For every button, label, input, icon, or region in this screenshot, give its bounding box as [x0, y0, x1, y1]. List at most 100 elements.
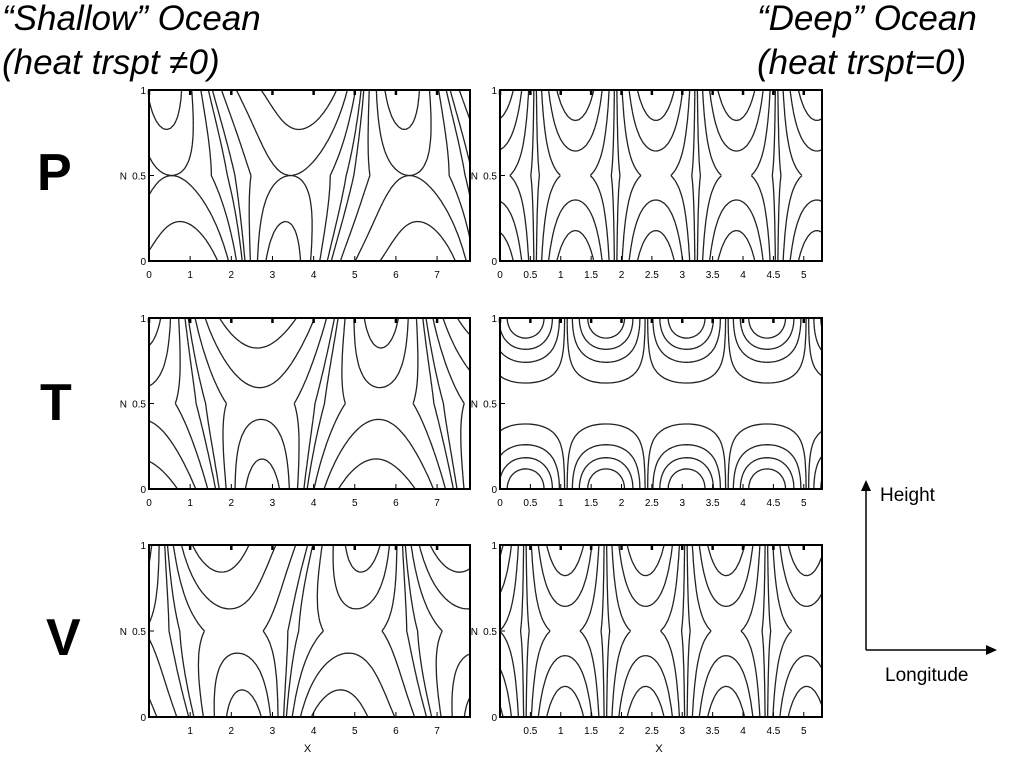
positive-contour: [509, 89, 803, 262]
negative-contour: [235, 89, 348, 262]
x-tick-label: 3: [679, 270, 685, 281]
longitude-label: Longitude: [885, 665, 968, 686]
x-tick-label: 2: [619, 498, 625, 509]
x-axis-label: X: [655, 743, 663, 755]
x-tick-label: 3.5: [706, 498, 720, 509]
x-tick-label: 3: [270, 498, 276, 509]
positive-contour: [148, 89, 467, 262]
y-tick-label: 0.5: [483, 627, 497, 638]
panel-deep-2: 0 0.5 1 N 0.5 1 1.5 2 2.5 3 3.5 4 4.5 5 X: [471, 541, 823, 755]
negative-contour: [187, 317, 458, 490]
shallow-ocean-title: “Shallow” Ocean (heat trspt ≠0): [2, 0, 261, 85]
x-tick-label: 4: [740, 270, 746, 281]
positive-contour: [174, 317, 447, 490]
x-tick-label: 5: [801, 726, 807, 737]
negative-contour: [537, 544, 754, 718]
y-axis-label: N: [120, 400, 127, 411]
row-label-t: T: [40, 374, 72, 432]
shallow-ocean-title-line2: (heat trspt ≠0): [2, 43, 220, 82]
y-axis-label: N: [120, 627, 127, 638]
x-tick-label: 4: [311, 270, 317, 281]
y-tick-label: 0.5: [132, 400, 146, 411]
x-tick-label: 4: [311, 498, 317, 509]
x-tick-label: 1.5: [584, 726, 598, 737]
negative-contour: [172, 544, 443, 718]
x-tick-label: 4: [740, 498, 746, 509]
x-tick-label: 0: [146, 498, 152, 509]
y-tick-label: 1: [140, 314, 146, 325]
positive-contour: [499, 544, 823, 718]
y-axis-label: N: [471, 400, 478, 411]
y-tick-label: 0.5: [132, 627, 146, 638]
positive-contour: [148, 317, 416, 490]
panel-shallow-2: 0 0.5 1 N 1 2 3 4 5 6 7 X: [120, 541, 471, 755]
deep-ocean-title-line2: (heat trspt=0): [757, 43, 967, 82]
positive-contour: [184, 317, 454, 490]
negative-contour: [211, 89, 471, 262]
positive-contour: [148, 89, 456, 262]
x-tick-label: 1: [558, 498, 564, 509]
x-tick-label: 0.5: [523, 270, 537, 281]
y-axis-label: N: [471, 627, 478, 638]
x-tick-label: 5: [352, 270, 358, 281]
y-tick-label: 0: [140, 257, 146, 268]
x-tick-label: 3: [270, 270, 276, 281]
x-tick-label: 5: [352, 498, 358, 509]
x-tick-label: 1.5: [584, 270, 598, 281]
positive-contour: [499, 317, 823, 490]
positive-contour: [148, 544, 416, 718]
shallow-ocean-title-line1: “Shallow” Ocean: [2, 0, 261, 38]
panel-frame: [499, 317, 823, 490]
positive-contour: [499, 89, 823, 262]
x-tick-label: 7: [434, 726, 440, 737]
x-tick-label: 7: [434, 498, 440, 509]
positive-contour: [200, 89, 471, 262]
y-tick-label: 1: [491, 541, 497, 552]
negative-contour: [540, 89, 771, 262]
x-tick-label: 0.5: [523, 498, 537, 509]
x-tick-label: 3: [270, 726, 276, 737]
negative-contour: [556, 89, 756, 262]
x-tick-label: 2: [619, 726, 625, 737]
positive-contour: [499, 317, 823, 490]
y-tick-label: 1: [140, 86, 146, 97]
row-label-v: V: [46, 609, 81, 667]
panel-frame: [499, 89, 823, 262]
panel-frame: [148, 89, 471, 262]
longitude-arrowhead: [986, 645, 997, 655]
negative-contour: [530, 544, 761, 718]
y-axis-label: N: [120, 172, 127, 183]
positive-contour: [499, 318, 823, 489]
y-tick-label: 0.5: [132, 172, 146, 183]
x-tick-label: 1: [187, 270, 193, 281]
positive-contour: [499, 544, 823, 718]
negative-contour: [547, 89, 764, 262]
y-tick-label: 1: [140, 541, 146, 552]
y-tick-label: 0: [491, 257, 497, 268]
x-tick-label: 7: [434, 270, 440, 281]
panel-deep-1: 0 0.5 1 N 0 0.5 1 1.5 2 2.5 3 3.5 4 4.5 5: [471, 314, 823, 509]
x-tick-label: 4.5: [766, 726, 780, 737]
negative-contour: [260, 89, 338, 262]
positive-contour: [148, 317, 435, 490]
x-tick-label: 4.5: [766, 270, 780, 281]
x-tick-label: 3: [679, 726, 685, 737]
x-tick-label: 2: [229, 270, 235, 281]
x-tick-label: 0: [497, 498, 503, 509]
orientation-axes: Height Longitude: [861, 480, 997, 686]
x-tick-label: 0.5: [523, 726, 537, 737]
positive-contour: [519, 545, 772, 717]
x-tick-label: 6: [393, 498, 399, 509]
y-tick-label: 0.5: [483, 172, 497, 183]
y-tick-label: 0: [140, 485, 146, 496]
positive-contour: [310, 544, 381, 718]
positive-contour: [530, 90, 782, 261]
positive-contour: [148, 544, 396, 718]
negative-contour: [204, 317, 471, 490]
positive-contour: [506, 317, 787, 490]
deep-ocean-title-line1: “Deep” Ocean: [757, 0, 977, 38]
x-axis-label: X: [304, 743, 312, 755]
x-tick-label: 3.5: [706, 270, 720, 281]
x-tick-label: 4: [740, 726, 746, 737]
